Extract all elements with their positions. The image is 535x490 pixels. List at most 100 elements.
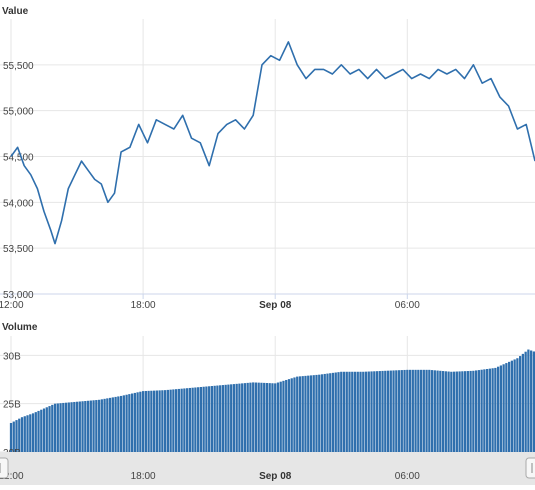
volume-bar	[117, 396, 120, 452]
volume-bar	[342, 371, 346, 452]
volume-bar	[103, 398, 106, 452]
volume-bar	[235, 383, 238, 452]
volume-bar	[285, 379, 288, 452]
volume-panel-title: Volume	[2, 322, 38, 333]
volume-bar	[111, 397, 114, 452]
volume-bar	[95, 400, 98, 452]
volume-bar	[348, 371, 351, 452]
volume-bar	[307, 375, 310, 452]
volume-bar	[474, 370, 478, 452]
volume-bar	[400, 370, 403, 452]
volume-bar	[362, 371, 365, 452]
volume-bar	[122, 395, 125, 452]
volume-bar	[359, 371, 362, 452]
volume-bar	[144, 390, 147, 452]
navigator-strip[interactable]	[0, 452, 535, 485]
volume-bar	[86, 400, 90, 452]
volume-bar	[180, 388, 183, 452]
volume-bar	[381, 370, 384, 452]
volume-bar	[450, 371, 453, 452]
volume-bar	[477, 370, 480, 452]
volume-bar	[70, 402, 73, 452]
volume-bar	[290, 378, 293, 452]
volume-bar	[59, 403, 62, 452]
volume-bar	[494, 367, 497, 452]
volume-bar	[298, 376, 302, 452]
volume-bar	[271, 383, 274, 452]
volume-bar	[408, 369, 412, 452]
volume-bar	[301, 376, 304, 452]
volume-bar	[84, 401, 87, 452]
volume-bar	[441, 371, 445, 452]
volume-bar	[519, 356, 522, 452]
navigator-right-handle[interactable]	[525, 457, 535, 479]
volume-bar	[230, 384, 233, 452]
value-y-tick-label: 53,500	[3, 244, 34, 255]
value-x-tick-label: Sep 08	[259, 300, 292, 311]
volume-bar	[155, 390, 158, 452]
volume-bar	[243, 383, 247, 452]
volume-bar	[150, 390, 153, 452]
volume-bar	[125, 394, 128, 452]
volume-bar	[92, 400, 95, 452]
value-y-tick-label: 54,500	[3, 153, 34, 164]
volume-bar	[351, 371, 354, 452]
volume-bar	[119, 395, 123, 452]
volume-bar	[169, 389, 172, 452]
volume-bar	[304, 375, 307, 452]
volume-bar	[419, 369, 423, 452]
volume-bar	[309, 375, 313, 452]
volume-y-tick-label: 30B	[3, 351, 21, 362]
value-panel-title: Value	[2, 6, 29, 17]
volume-bar	[216, 385, 219, 452]
volume-bar	[108, 397, 112, 452]
volume-bar	[364, 371, 368, 452]
value-gridlines	[0, 19, 535, 295]
volume-bar	[353, 371, 357, 452]
volume-bar	[279, 381, 282, 452]
volume-bar	[274, 383, 277, 452]
volume-bar	[499, 365, 503, 452]
volume-bar	[175, 389, 178, 452]
volume-bar	[505, 363, 508, 452]
volume-bar	[268, 383, 271, 452]
volume-bar	[496, 366, 500, 452]
volume-bar	[331, 372, 335, 452]
volume-bar	[403, 369, 406, 452]
volume-bar	[252, 382, 255, 452]
volume-bar	[455, 371, 458, 452]
volume-bar	[56, 403, 59, 452]
volume-bar	[208, 386, 211, 452]
volume-bar	[532, 351, 535, 452]
volume-bar	[188, 387, 192, 452]
volume-bar	[521, 353, 525, 452]
volume-bar	[488, 368, 491, 452]
volume-bar	[414, 369, 417, 452]
value-y-tick-label: 55,000	[3, 107, 34, 118]
volume-bar	[417, 369, 420, 452]
volume-bar	[439, 370, 442, 452]
volume-bar	[12, 421, 15, 452]
navigator-x-tick-label: 18:00	[131, 471, 156, 482]
volume-bar	[37, 410, 40, 452]
volume-bar	[133, 392, 136, 452]
volume-bar	[411, 369, 414, 452]
volume-bar	[265, 383, 269, 452]
volume-bar	[345, 371, 348, 452]
volume-bar	[241, 383, 244, 452]
volume-bar	[163, 390, 167, 452]
value-y-axis-ticks: 55,500 55,000 54,500 54,000 53,500 53,000	[3, 61, 34, 301]
volume-bar	[257, 382, 260, 452]
volume-bar	[205, 386, 208, 452]
value-y-tick-label: 54,000	[3, 198, 34, 209]
volume-bar	[428, 369, 431, 452]
volume-bar	[219, 385, 222, 452]
volume-bar	[389, 370, 392, 452]
volume-bar	[444, 371, 447, 452]
navigator-left-handle[interactable]	[0, 457, 9, 479]
volume-bar	[378, 371, 381, 452]
volume-bar	[227, 384, 230, 452]
volume-bar	[246, 382, 249, 452]
volume-bar	[263, 382, 266, 452]
volume-bar	[114, 396, 117, 452]
